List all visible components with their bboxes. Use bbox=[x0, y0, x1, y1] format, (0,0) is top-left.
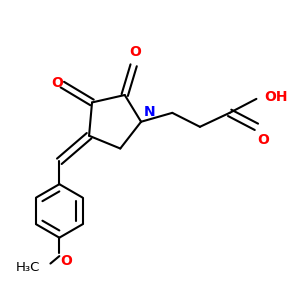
Text: H₃C: H₃C bbox=[16, 262, 40, 275]
Text: O: O bbox=[51, 76, 63, 90]
Text: N: N bbox=[143, 105, 155, 119]
Text: O: O bbox=[60, 254, 72, 268]
Text: O: O bbox=[129, 45, 141, 59]
Text: OH: OH bbox=[264, 90, 287, 104]
Text: O: O bbox=[257, 134, 269, 147]
